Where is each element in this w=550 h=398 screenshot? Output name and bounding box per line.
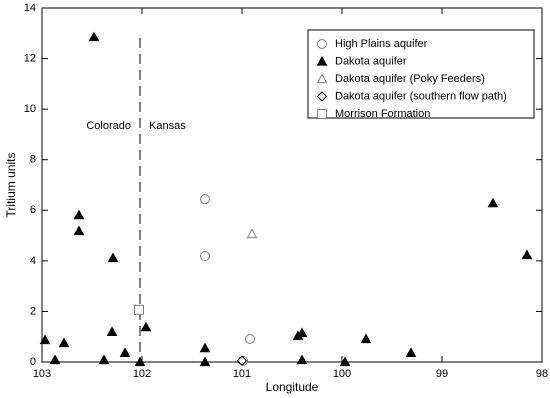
point [88, 31, 100, 42]
legend-box [307, 29, 535, 119]
point [134, 356, 146, 367]
y-tick-label: 4 [30, 255, 36, 267]
y-tick-label: 8 [30, 154, 36, 166]
point [134, 304, 144, 315]
point [73, 209, 85, 220]
x-tick-label: 100 [333, 368, 351, 380]
y-tick-label: 6 [30, 204, 36, 216]
x-tick-label: 101 [233, 368, 251, 380]
x-tick-label: 103 [33, 368, 51, 380]
legend-marker [316, 91, 328, 102]
point [236, 355, 248, 366]
point [106, 326, 118, 337]
x-tick-label: 99 [436, 368, 448, 380]
point [296, 327, 308, 338]
point [296, 354, 308, 365]
plot-frame [41, 7, 543, 363]
point [200, 251, 210, 262]
y-tick-label: 14 [24, 2, 36, 14]
point [245, 333, 255, 344]
legend-label: Morrison Formation [335, 108, 430, 120]
point [107, 252, 119, 263]
y-tick-label: 2 [30, 305, 36, 317]
point [246, 228, 258, 239]
point [49, 354, 61, 365]
point [200, 194, 210, 205]
y-tick-label: 10 [24, 103, 36, 115]
x-tick-label: 102 [133, 368, 151, 380]
x-tick-label: 98 [536, 368, 548, 380]
legend-label: Dakota aquifer [335, 55, 407, 67]
x-axis-label: Longitude [266, 380, 319, 394]
point [58, 337, 70, 348]
legend-marker [316, 73, 328, 84]
point [119, 347, 131, 357]
y-axis-label: Tritium units [4, 153, 18, 218]
legend-label: Dakota aquifer (Poky Feeders) [335, 73, 485, 85]
point [521, 249, 533, 260]
point [405, 347, 417, 357]
point [73, 225, 85, 236]
legend-label: Dakota aquifer (southern flow path) [335, 90, 507, 102]
legend-marker [316, 55, 328, 66]
legend-label: High Plains aquifer [335, 38, 428, 50]
y-tick-label: 0 [30, 356, 36, 368]
point [339, 356, 351, 367]
point [39, 334, 51, 345]
point [199, 342, 211, 353]
y-tick-label: 12 [24, 52, 36, 64]
point [199, 356, 211, 367]
annotation: Kansas [149, 120, 186, 132]
point [360, 333, 372, 344]
legend-marker [317, 39, 327, 49]
point [487, 197, 499, 208]
point [140, 321, 152, 332]
annotation: Colorado [86, 120, 131, 132]
point [98, 354, 110, 365]
legend-marker [317, 109, 327, 119]
